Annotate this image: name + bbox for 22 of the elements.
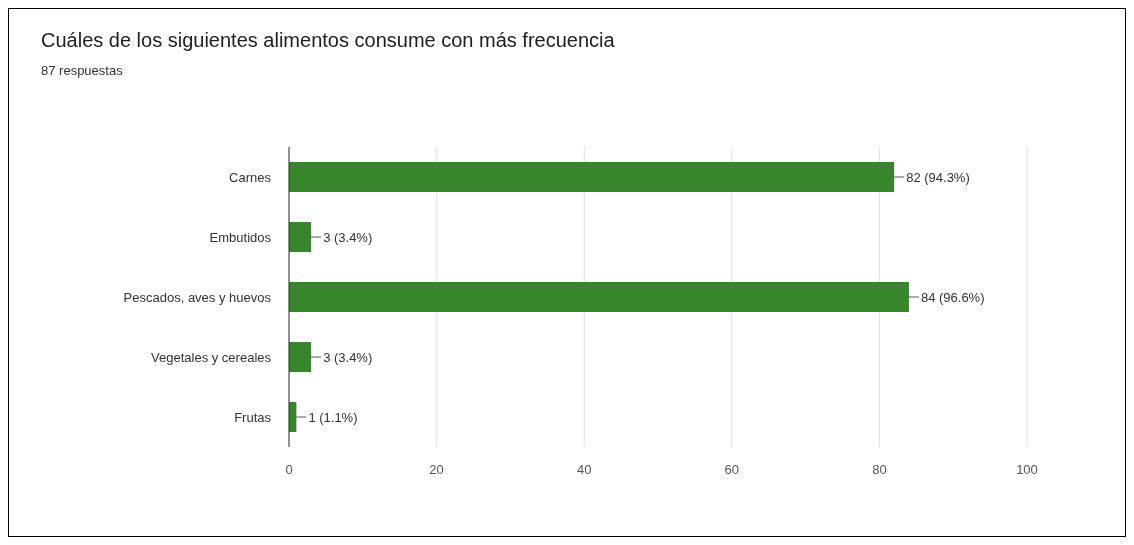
x-tick-label: 0 — [285, 462, 293, 478]
data-label: 84 (96.6%) — [920, 289, 985, 305]
bar — [289, 222, 312, 252]
data-label: 3 (3.4%) — [323, 349, 373, 365]
x-tick-label: 100 — [1016, 462, 1038, 478]
chart-title: Cuáles de los siguientes alimentos consume con más frecuencia — [41, 29, 615, 52]
y-tick-label: Embutidos — [209, 229, 272, 245]
data-label: 82 (94.3%) — [906, 169, 970, 185]
x-tick-label: 60 — [724, 462, 740, 478]
y-tick-label: Carnes — [229, 169, 272, 185]
x-tick-label: 20 — [429, 462, 444, 478]
text: 87 respuestas — [41, 63, 123, 78]
data-label: 1 (1.1%) — [308, 409, 358, 425]
bar — [289, 162, 895, 192]
x-tick-label: 40 — [576, 462, 592, 478]
y-tick-label: Vegetales y cereales — [151, 349, 272, 365]
data-label: 3 (3.4%) — [323, 229, 373, 245]
bar — [289, 282, 909, 312]
y-tick-label: Frutas — [234, 409, 272, 425]
bar — [289, 342, 312, 372]
x-tick-label: 80 — [872, 462, 887, 478]
y-tick-label: Pescados, aves y huevos — [123, 289, 272, 305]
